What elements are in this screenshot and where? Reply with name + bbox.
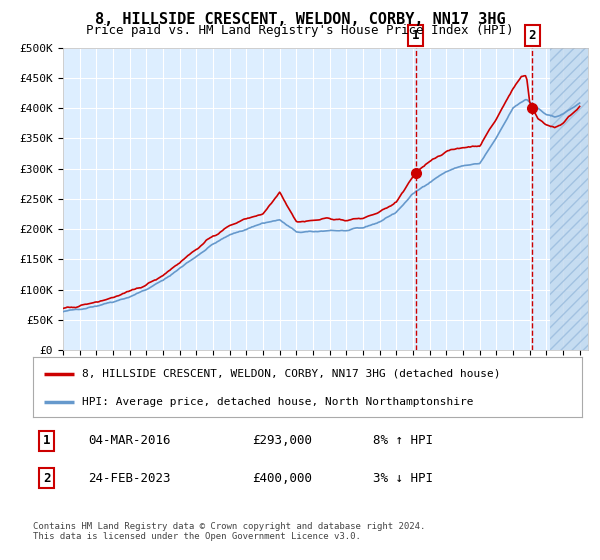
Text: 3% ↓ HPI: 3% ↓ HPI xyxy=(373,472,433,485)
Text: 24-FEB-2023: 24-FEB-2023 xyxy=(88,472,170,485)
Text: 2: 2 xyxy=(529,29,536,42)
Text: 04-MAR-2016: 04-MAR-2016 xyxy=(88,434,170,447)
Text: Contains HM Land Registry data © Crown copyright and database right 2024.
This d: Contains HM Land Registry data © Crown c… xyxy=(33,522,425,542)
Text: 1: 1 xyxy=(412,29,419,42)
Bar xyxy=(550,48,588,350)
Text: 2: 2 xyxy=(43,472,50,485)
Text: Price paid vs. HM Land Registry's House Price Index (HPI): Price paid vs. HM Land Registry's House … xyxy=(86,24,514,37)
Text: £293,000: £293,000 xyxy=(253,434,313,447)
Text: 1: 1 xyxy=(43,434,50,447)
Text: 8, HILLSIDE CRESCENT, WELDON, CORBY, NN17 3HG (detached house): 8, HILLSIDE CRESCENT, WELDON, CORBY, NN1… xyxy=(82,368,501,379)
Text: 8% ↑ HPI: 8% ↑ HPI xyxy=(373,434,433,447)
Text: HPI: Average price, detached house, North Northamptonshire: HPI: Average price, detached house, Nort… xyxy=(82,397,474,407)
Text: £400,000: £400,000 xyxy=(253,472,313,485)
Text: 8, HILLSIDE CRESCENT, WELDON, CORBY, NN17 3HG: 8, HILLSIDE CRESCENT, WELDON, CORBY, NN1… xyxy=(95,12,505,27)
